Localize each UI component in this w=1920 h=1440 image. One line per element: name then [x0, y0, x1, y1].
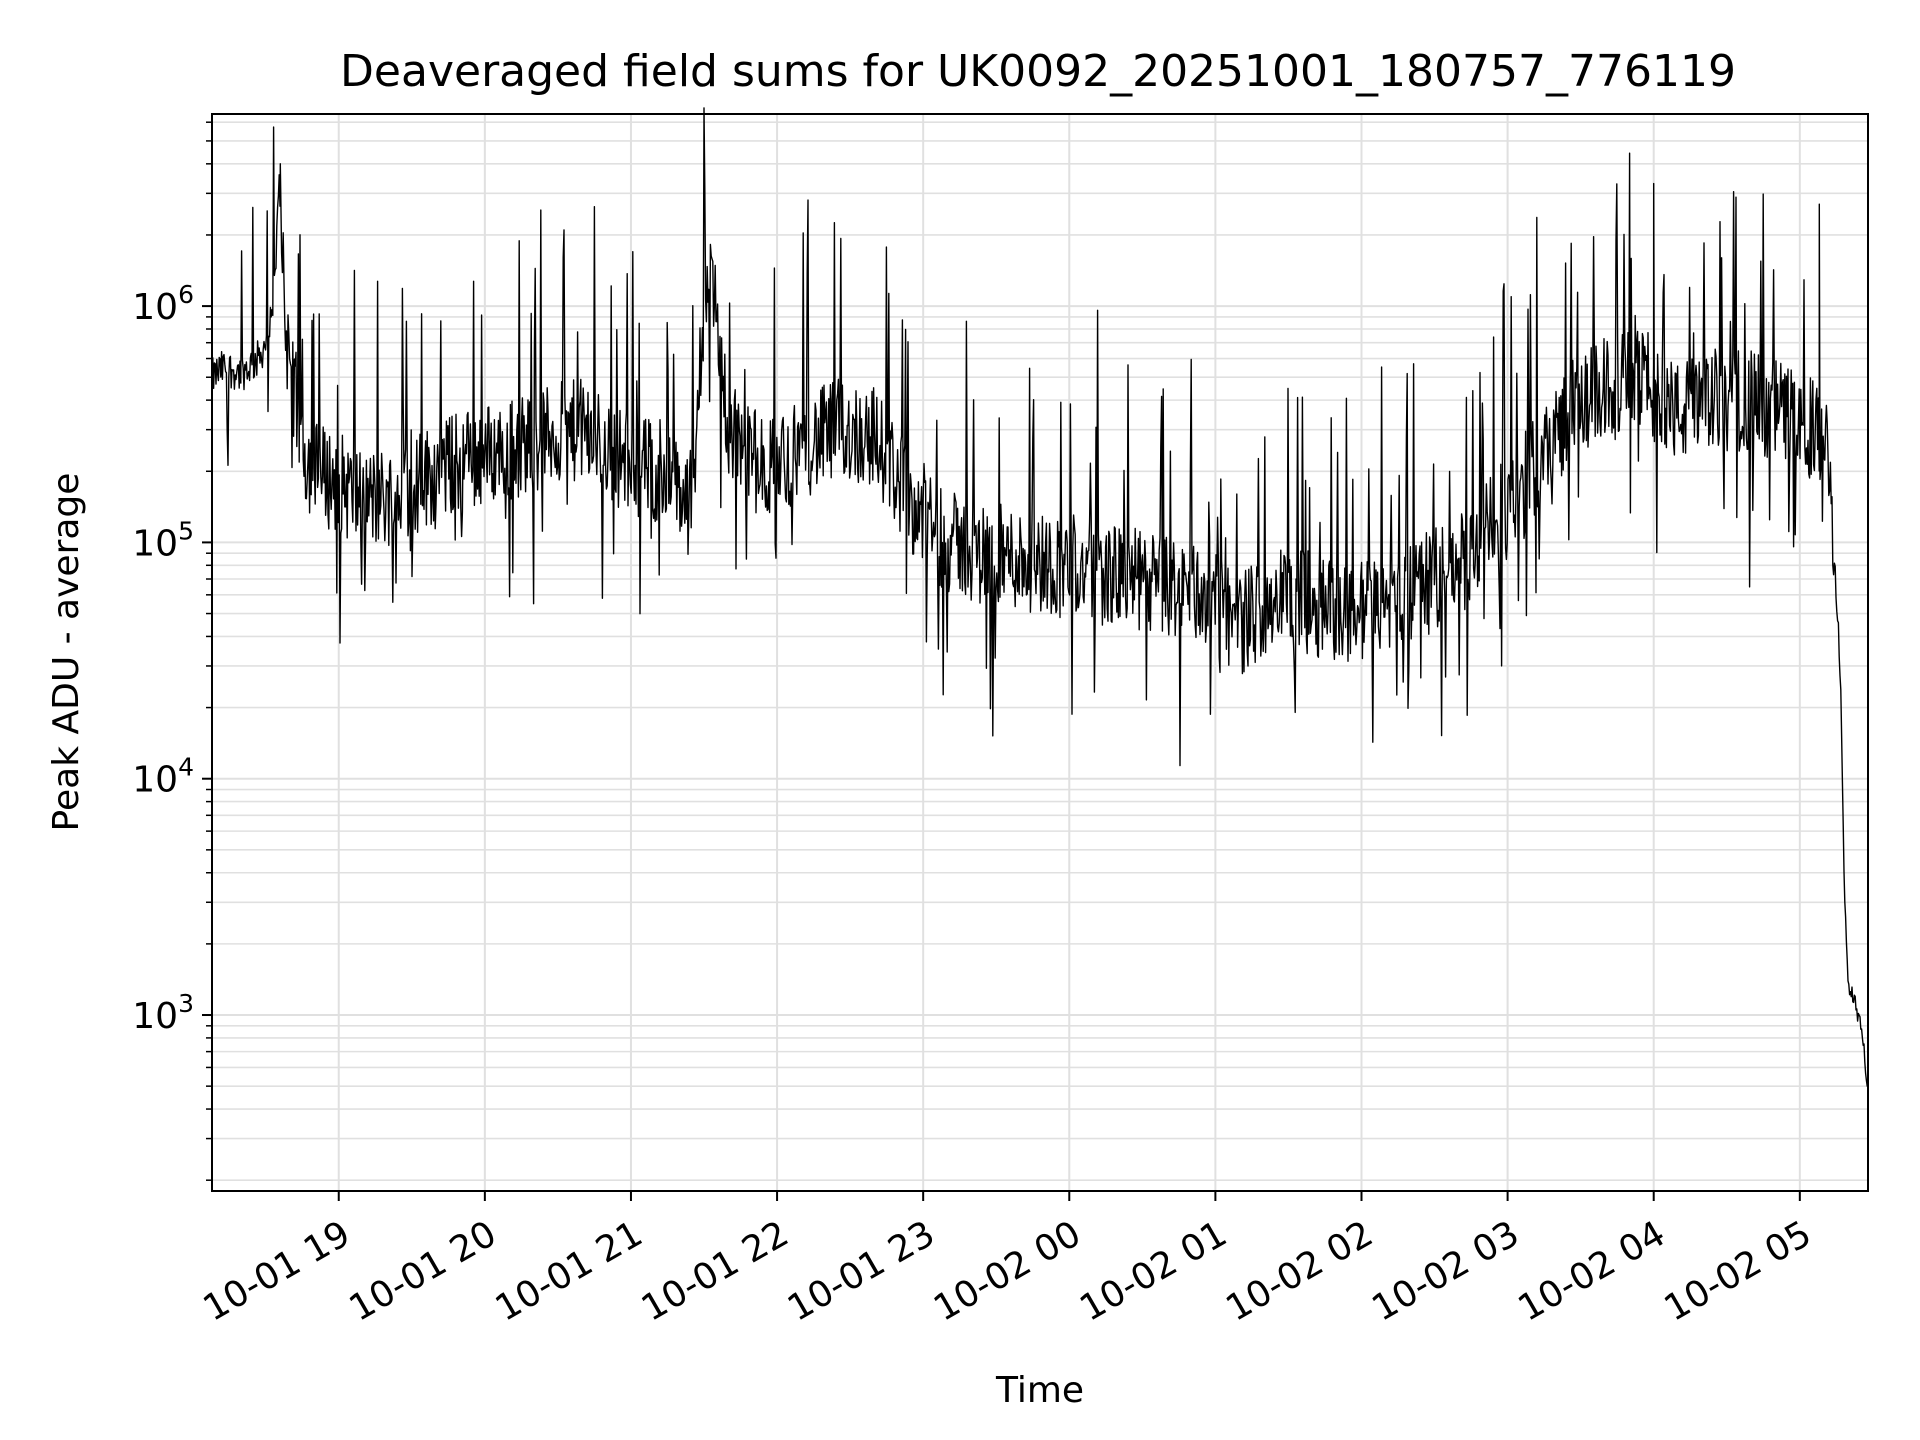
chart-title: Deaveraged field sums for UK0092_2025100…: [340, 46, 1736, 97]
y-tick-label: 103: [132, 989, 194, 1037]
x-tick-label: 10-02 04: [1512, 1213, 1673, 1329]
grid-lines: [212, 114, 1868, 1191]
plot-frame: [211, 113, 1869, 1192]
y-axis: 103 104 105 106: [132, 121, 212, 1181]
x-tick-label: 10-01 23: [781, 1213, 942, 1329]
series-layer: [211, 107, 1869, 1088]
x-tick-label: 10-02 02: [1219, 1213, 1380, 1329]
x-tick-label: 10-01 19: [197, 1213, 358, 1329]
x-tick-label: 10-01 21: [489, 1213, 650, 1329]
x-tick-label: 10-02 00: [927, 1213, 1088, 1329]
x-tick-label: 10-02 05: [1658, 1213, 1819, 1329]
x-tick-label: 10-02 01: [1073, 1213, 1234, 1329]
y-tick-label: 105: [132, 516, 194, 564]
x-tick-label: 10-01 22: [635, 1213, 796, 1329]
x-tick-label: 10-02 03: [1365, 1213, 1526, 1329]
y-tick-label: 104: [132, 753, 194, 801]
series-line: [211, 107, 1869, 1088]
y-tick-label: 106: [132, 280, 194, 328]
x-axis-label: Time: [995, 1370, 1084, 1411]
x-tick-label: 10-01 20: [343, 1213, 504, 1329]
y-axis-label: Peak ADU - average: [46, 473, 87, 832]
